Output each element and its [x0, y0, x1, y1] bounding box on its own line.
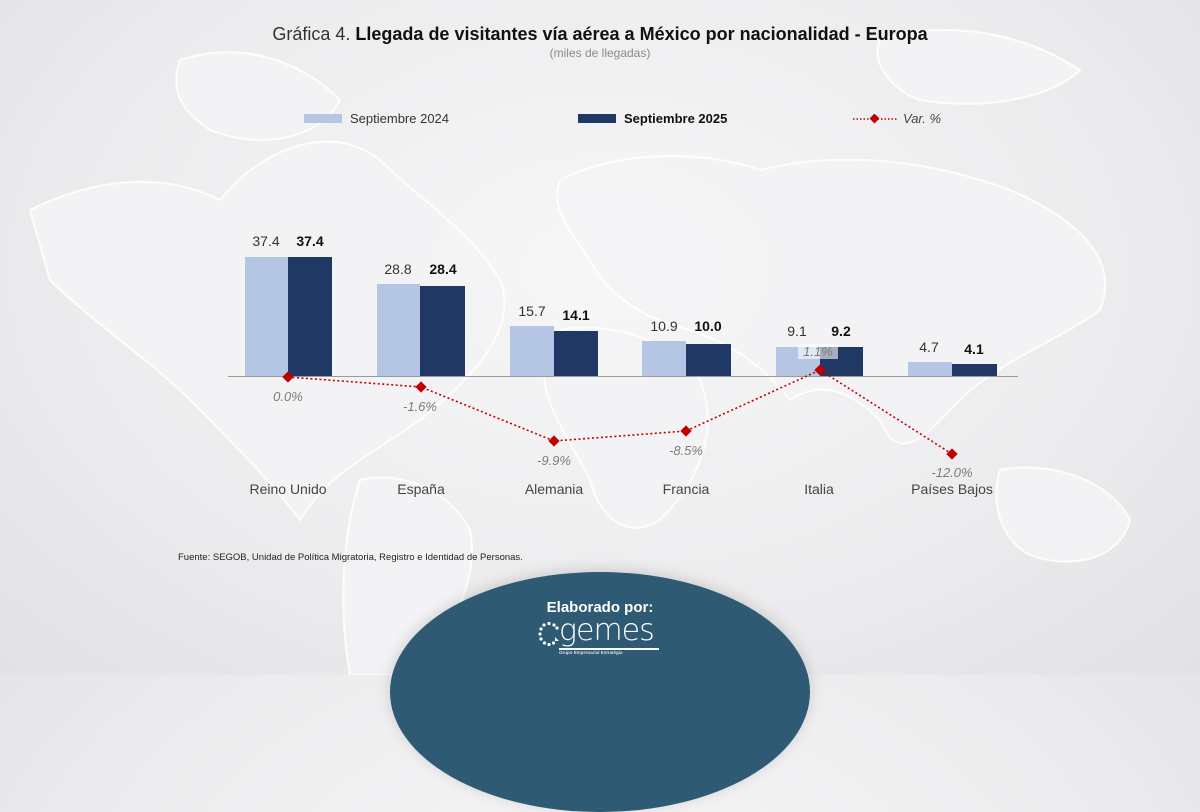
bar-2025-espana	[420, 286, 465, 376]
legend-swatch-2025	[578, 114, 616, 123]
category-label-espana: España	[397, 481, 445, 497]
bar-2024-reino-unido	[245, 257, 288, 376]
gemes-logo: gemes Grupo Empresarial Estratégia	[537, 613, 667, 657]
chart-subtitle: (miles de llegadas)	[549, 46, 651, 60]
variation-label-italia: 1.1%	[798, 344, 838, 359]
value-label-2025-reino-unido: 37.4	[296, 233, 324, 249]
bar-2025-alemania	[554, 331, 598, 376]
category-label-alemania: Alemania	[524, 481, 584, 497]
variation-label-espana: -1.6%	[403, 399, 437, 414]
value-label-2024-italia: 9.1	[787, 323, 807, 339]
value-label-2025-paises-bajos: 4.1	[964, 341, 984, 357]
value-label-2025-espana: 28.4	[429, 261, 457, 277]
category-label-francia: Francia	[662, 481, 710, 497]
variation-marker-alemania	[548, 435, 560, 447]
value-label-2025-alemania: 14.1	[562, 307, 590, 323]
bar-2024-francia	[642, 341, 686, 376]
value-label-2025-francia: 10.0	[694, 318, 722, 334]
category-label-reino-unido: Reino Unido	[249, 481, 327, 497]
variation-marker-francia	[680, 425, 692, 437]
variation-line-series	[282, 364, 958, 460]
variation-marker-reino-unido	[282, 371, 294, 383]
bar-2024-alemania	[510, 326, 554, 376]
legend-item-variation: Var. %	[853, 111, 941, 126]
legend-item-2025: Septiembre 2025	[578, 111, 727, 126]
bar-2024-espana	[377, 284, 420, 376]
logo-wordmark: gemes	[559, 613, 655, 648]
variation-marker-italia	[814, 364, 826, 376]
footer-label: Elaborado por:	[546, 599, 654, 616]
dotted-circle-arrow-icon	[538, 621, 559, 647]
variation-label-reino-unido: 0.0%	[273, 389, 303, 404]
chart-title-prefix: Gráfica 4.	[272, 24, 351, 44]
value-label-2024-paises-bajos: 4.7	[919, 339, 939, 355]
value-label-2025-italia: 9.2	[831, 323, 851, 339]
category-label-paises-bajos: Países Bajos	[911, 481, 993, 497]
chart-title-main: Llegada de visitantes vía aérea a México…	[355, 24, 928, 44]
value-label-2024-reino-unido: 37.4	[252, 233, 280, 249]
bar-2024-paises-bajos	[908, 362, 952, 376]
value-label-2024-espana: 28.8	[384, 261, 412, 277]
variation-marker-paises-bajos	[946, 448, 958, 460]
chart-header: Gráfica 4. Llegada de visitantes vía aér…	[0, 24, 1200, 60]
bar-2025-reino-unido	[288, 257, 332, 376]
legend-swatch-2024	[304, 114, 342, 123]
legend-label-2024: Septiembre 2024	[350, 111, 450, 126]
bar-2025-paises-bajos	[952, 364, 997, 376]
bar-2025-francia	[686, 344, 731, 376]
chart-title: Gráfica 4. Llegada de visitantes vía aér…	[0, 24, 1200, 45]
variation-label-paises-bajos: -12.0%	[931, 465, 973, 480]
source-note: Fuente: SEGOB, Unidad de Política Migrat…	[178, 552, 523, 563]
value-label-2024-alemania: 15.7	[518, 303, 546, 319]
logo-tagline: Grupo Empresarial Estratégia	[559, 650, 623, 655]
bar-chart: 37.4 37.4 Reino Unido 28.8 28.4 España 1…	[228, 233, 1018, 497]
variation-label-alemania: -9.9%	[537, 453, 571, 468]
legend-item-2024: Septiembre 2024	[304, 111, 449, 126]
dotted-diamond-line-icon	[853, 113, 897, 123]
legend-label-2025: Septiembre 2025	[624, 111, 728, 126]
logo-underline	[559, 648, 659, 650]
category-label-italia: Italia	[804, 481, 834, 497]
value-label-2024-francia: 10.9	[650, 318, 678, 334]
legend-label-variation: Var. %	[903, 111, 942, 126]
variation-label-francia: -8.5%	[669, 443, 703, 458]
x-axis-baseline	[228, 376, 1018, 377]
variation-marker-espana	[415, 381, 427, 393]
chart-legend: Septiembre 2024 Septiembre 2025 Var. %	[0, 111, 1200, 131]
